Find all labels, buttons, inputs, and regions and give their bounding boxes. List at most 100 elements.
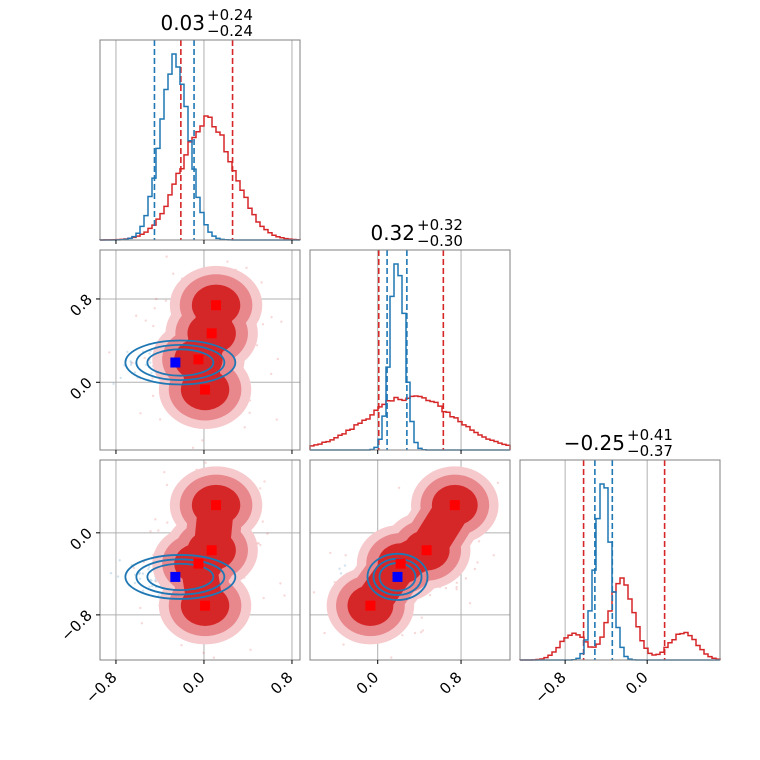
x-tick-label: 0.0 <box>622 668 652 698</box>
red-sample-point <box>134 314 138 317</box>
red-sample-point <box>344 554 347 557</box>
red-sample-point <box>455 585 458 589</box>
red-sample-point <box>202 651 205 655</box>
red-sample-point <box>263 480 266 483</box>
red-sample-point <box>131 361 134 365</box>
red-marker <box>206 545 217 556</box>
x-tick-label: 0.0 <box>179 668 209 698</box>
red-sample-point <box>172 272 175 275</box>
red-marker <box>193 354 204 365</box>
panel-title-minus: −0.30 <box>417 232 463 250</box>
blue-contour <box>135 343 226 381</box>
blue-marker <box>170 571 181 582</box>
blue-contour <box>124 554 237 600</box>
blue-contour <box>366 552 429 601</box>
axes-frame <box>99 459 301 661</box>
x-tick-label: 0.0 <box>353 668 383 698</box>
red-marker <box>211 300 222 311</box>
blue-sample-point <box>129 360 132 363</box>
red-sample-point <box>276 357 279 361</box>
red-sample-point <box>180 643 183 647</box>
red-sample-point <box>226 260 229 263</box>
red-sample-point <box>257 542 260 545</box>
red-sample-point <box>139 412 142 415</box>
axes-frame <box>309 249 511 451</box>
red-sample-point <box>249 648 252 652</box>
blue-sample-point <box>126 350 129 354</box>
red-sample-point <box>401 634 404 637</box>
red-marker <box>421 545 432 556</box>
axes-frame <box>519 459 721 661</box>
panel-2-1 <box>99 247 301 451</box>
diagonal-panel-2: 0.32 +0.32−0.30 <box>309 216 511 451</box>
blue-contour <box>135 558 226 596</box>
blue-sample-point <box>154 579 157 582</box>
red-sample-point <box>232 247 234 249</box>
y-tick-label: 0.8 <box>66 290 96 320</box>
x-tick-label: 0.8 <box>267 668 297 698</box>
red-sample-point <box>245 266 248 270</box>
red-sample-point <box>344 666 346 668</box>
red-sample-point <box>262 596 265 600</box>
blue-marker <box>170 357 181 368</box>
red-sample-point <box>151 394 155 398</box>
red-marker <box>200 600 211 611</box>
axes-frame <box>99 39 301 241</box>
red-sample-point <box>143 356 146 360</box>
blue-sample-point <box>87 569 89 571</box>
x-tick-label: −0.8 <box>531 668 569 706</box>
red-sample-point <box>164 299 168 302</box>
blue-sample-point <box>109 572 113 575</box>
blue-sample-point <box>148 352 151 355</box>
red-sample-point <box>158 418 162 421</box>
blue-sample-point <box>150 371 153 375</box>
blue-sample-point <box>137 572 141 576</box>
blue-sample-point <box>116 575 120 578</box>
blue-sample-point <box>339 572 343 575</box>
red-sample-point <box>397 486 401 489</box>
blue-sample-point <box>118 559 121 562</box>
blue-sample-point <box>138 571 142 575</box>
red-sample-point <box>248 411 251 415</box>
red-sample-point <box>421 629 424 632</box>
red-sample-point <box>496 481 500 485</box>
panel-title-plus: +0.24 <box>207 6 253 24</box>
red-sample-point <box>270 316 273 319</box>
red-sample-point <box>163 470 166 474</box>
blue-contour <box>124 339 237 386</box>
red-sample-point <box>455 581 458 585</box>
x-tick-label: −0.8 <box>82 668 120 706</box>
red-sample-point <box>260 281 263 284</box>
axes-frame <box>99 249 301 451</box>
red-sample-point <box>464 577 468 580</box>
red-sample-point <box>446 436 448 438</box>
panel-title-plus: +0.41 <box>627 426 673 444</box>
blue-sample-point <box>133 371 137 374</box>
red-sample-point <box>319 665 321 667</box>
y-tick-label: −0.8 <box>57 606 95 644</box>
red-sample-point <box>473 567 477 571</box>
red-marker <box>193 558 204 569</box>
blue-sample-point <box>148 585 151 588</box>
red-marker <box>395 558 406 569</box>
y-tick-label: 0.0 <box>66 524 96 554</box>
red-sample-point <box>201 439 204 442</box>
red-sample-point <box>212 656 216 659</box>
blue-contour <box>146 562 215 592</box>
red-sample-point <box>266 532 269 535</box>
panel-title-minus: −0.37 <box>627 442 673 460</box>
x-tick-label: 0.8 <box>436 668 466 698</box>
panel-title-plus: +0.32 <box>417 216 463 234</box>
blue-sample-point <box>141 589 145 592</box>
red-sample-point <box>280 320 283 323</box>
red-sample-point <box>455 588 458 591</box>
red-sample-point <box>166 521 169 524</box>
red-sample-point <box>413 631 417 635</box>
red-sample-point <box>191 446 195 450</box>
blue-sample-point <box>149 361 152 364</box>
red-sample-point <box>342 643 345 646</box>
blue-sample-point <box>147 567 150 571</box>
panel-contents <box>310 436 510 668</box>
blue-contour <box>146 348 215 377</box>
